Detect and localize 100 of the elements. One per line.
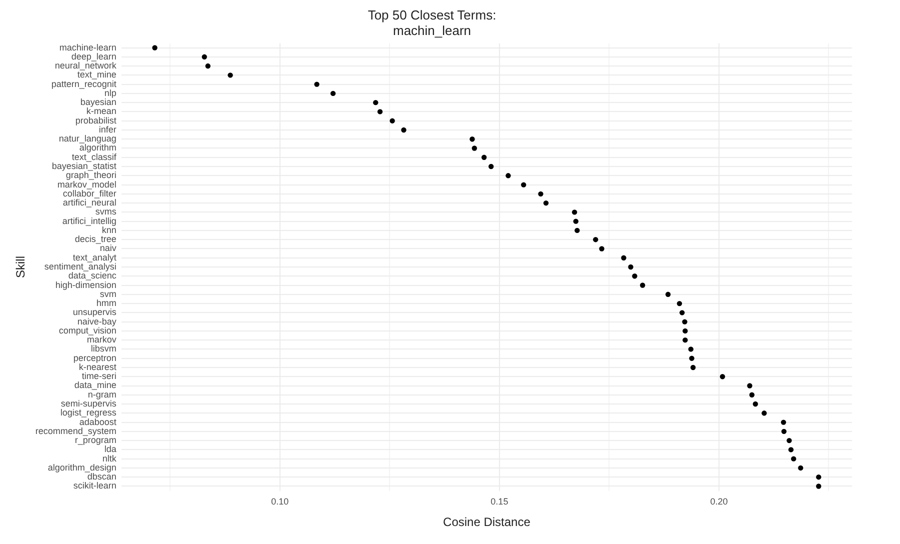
point: [688, 346, 694, 352]
y-tick-label: logist_regress: [60, 408, 117, 418]
point: [506, 173, 511, 178]
point: [640, 282, 646, 288]
point: [520, 182, 526, 188]
point: [762, 410, 767, 416]
y-tick-label: markov_model: [57, 179, 116, 190]
point: [481, 154, 487, 160]
y-tick-label: bayesian_statist: [52, 161, 117, 172]
y-tick-label: text_classif: [72, 152, 117, 162]
point: [573, 218, 578, 224]
point: [377, 109, 383, 114]
point: [314, 82, 320, 87]
y-tick-label: sentiment_analysi: [44, 261, 116, 272]
y-tick-label: high-dimension: [55, 280, 116, 290]
x-tick-label: 0.15: [490, 496, 508, 507]
point: [632, 274, 638, 279]
point: [373, 100, 378, 106]
y-tick-label: data_scienc: [68, 270, 117, 281]
point: [390, 118, 395, 124]
y-tick-label: comput_vision: [58, 325, 116, 336]
y-tick-label: natur_languag: [58, 134, 116, 144]
y-tick-label: semi-supervis: [60, 398, 117, 409]
y-tick-label: nltk: [102, 453, 117, 464]
point: [816, 484, 822, 489]
y-tick-label: algorithm: [79, 142, 116, 153]
y-tick-label: svm: [100, 288, 116, 299]
x-tick-label: 0.10: [271, 496, 289, 507]
point: [798, 465, 804, 471]
point: [749, 392, 754, 398]
y-tick-label: decis_tree: [74, 234, 116, 244]
point: [330, 90, 336, 96]
point: [472, 146, 478, 151]
y-tick-label: unsupervis: [72, 307, 117, 318]
point: [780, 420, 786, 425]
y-tick-label: dbscan: [87, 472, 116, 482]
y-tick-label: pattern_recognit: [51, 78, 117, 89]
point: [488, 164, 494, 170]
point: [690, 364, 696, 370]
y-tick-label: artifici_neural: [62, 198, 116, 208]
y-tick-label: deep_learn: [71, 51, 116, 62]
point: [752, 401, 758, 407]
point: [682, 328, 688, 334]
point: [679, 310, 685, 316]
point: [689, 356, 694, 361]
y-tick-label: lda: [104, 444, 116, 454]
y-axis-title: Skill: [14, 256, 28, 278]
y-tick-label: text_analyt: [72, 252, 117, 262]
y-tick-label: k-nearest: [78, 362, 117, 372]
point: [786, 438, 792, 444]
y-tick-label: infer: [98, 124, 116, 134]
point: [543, 200, 549, 206]
y-tick-label: r_program: [74, 435, 116, 446]
point: [538, 191, 544, 197]
y-tick-label: text_mine: [77, 70, 116, 80]
y-tick-label: naiv: [100, 243, 117, 254]
y-tick-label: nlp: [104, 88, 116, 98]
y-tick-label: artifici_intellig: [62, 216, 116, 226]
point: [676, 300, 682, 306]
point: [572, 210, 578, 215]
point: [747, 383, 752, 388]
point: [781, 428, 787, 434]
point: [401, 127, 406, 133]
y-tick-label: scikit-learn: [73, 480, 116, 491]
point: [682, 337, 688, 343]
point: [205, 63, 211, 69]
y-tick-label: time-seri: [82, 371, 116, 382]
point: [599, 246, 604, 252]
y-tick-label: neural_network: [54, 60, 117, 71]
point: [720, 374, 726, 380]
point: [592, 236, 598, 242]
y-tick-label: libsvm: [90, 344, 116, 354]
point: [470, 136, 475, 142]
y-tick-label: machine-learn: [59, 42, 116, 52]
point: [621, 255, 626, 260]
x-tick-label: 0.20: [710, 496, 728, 507]
point: [228, 72, 233, 78]
point: [665, 292, 671, 298]
y-tick-label: hmm: [96, 298, 116, 308]
y-tick-label: naive-bay: [77, 316, 117, 326]
y-tick-label: k-mean: [86, 106, 116, 116]
x-axis-title: Cosine Distance: [443, 515, 531, 530]
y-tick-label: perceptron: [73, 352, 116, 363]
y-tick-label: graph_theori: [66, 170, 116, 180]
y-tick-label: probabilist: [75, 115, 117, 126]
chart-title: Top 50 Closest Terms: machin_learn: [368, 7, 496, 38]
y-tick-label: knn: [102, 224, 116, 235]
point: [682, 319, 688, 324]
y-tick-label: markov: [86, 334, 117, 345]
y-tick-label: adaboost: [79, 416, 117, 427]
point: [628, 264, 634, 270]
y-tick-label: n-gram: [88, 389, 116, 400]
point: [152, 45, 158, 50]
point: [202, 54, 208, 60]
point: [574, 228, 580, 234]
point: [791, 456, 796, 462]
y-tick-label: recommend_system: [35, 426, 116, 436]
y-tick-label: algorithm_design: [48, 462, 116, 472]
point: [788, 447, 794, 452]
y-tick-label: svms: [95, 206, 117, 217]
